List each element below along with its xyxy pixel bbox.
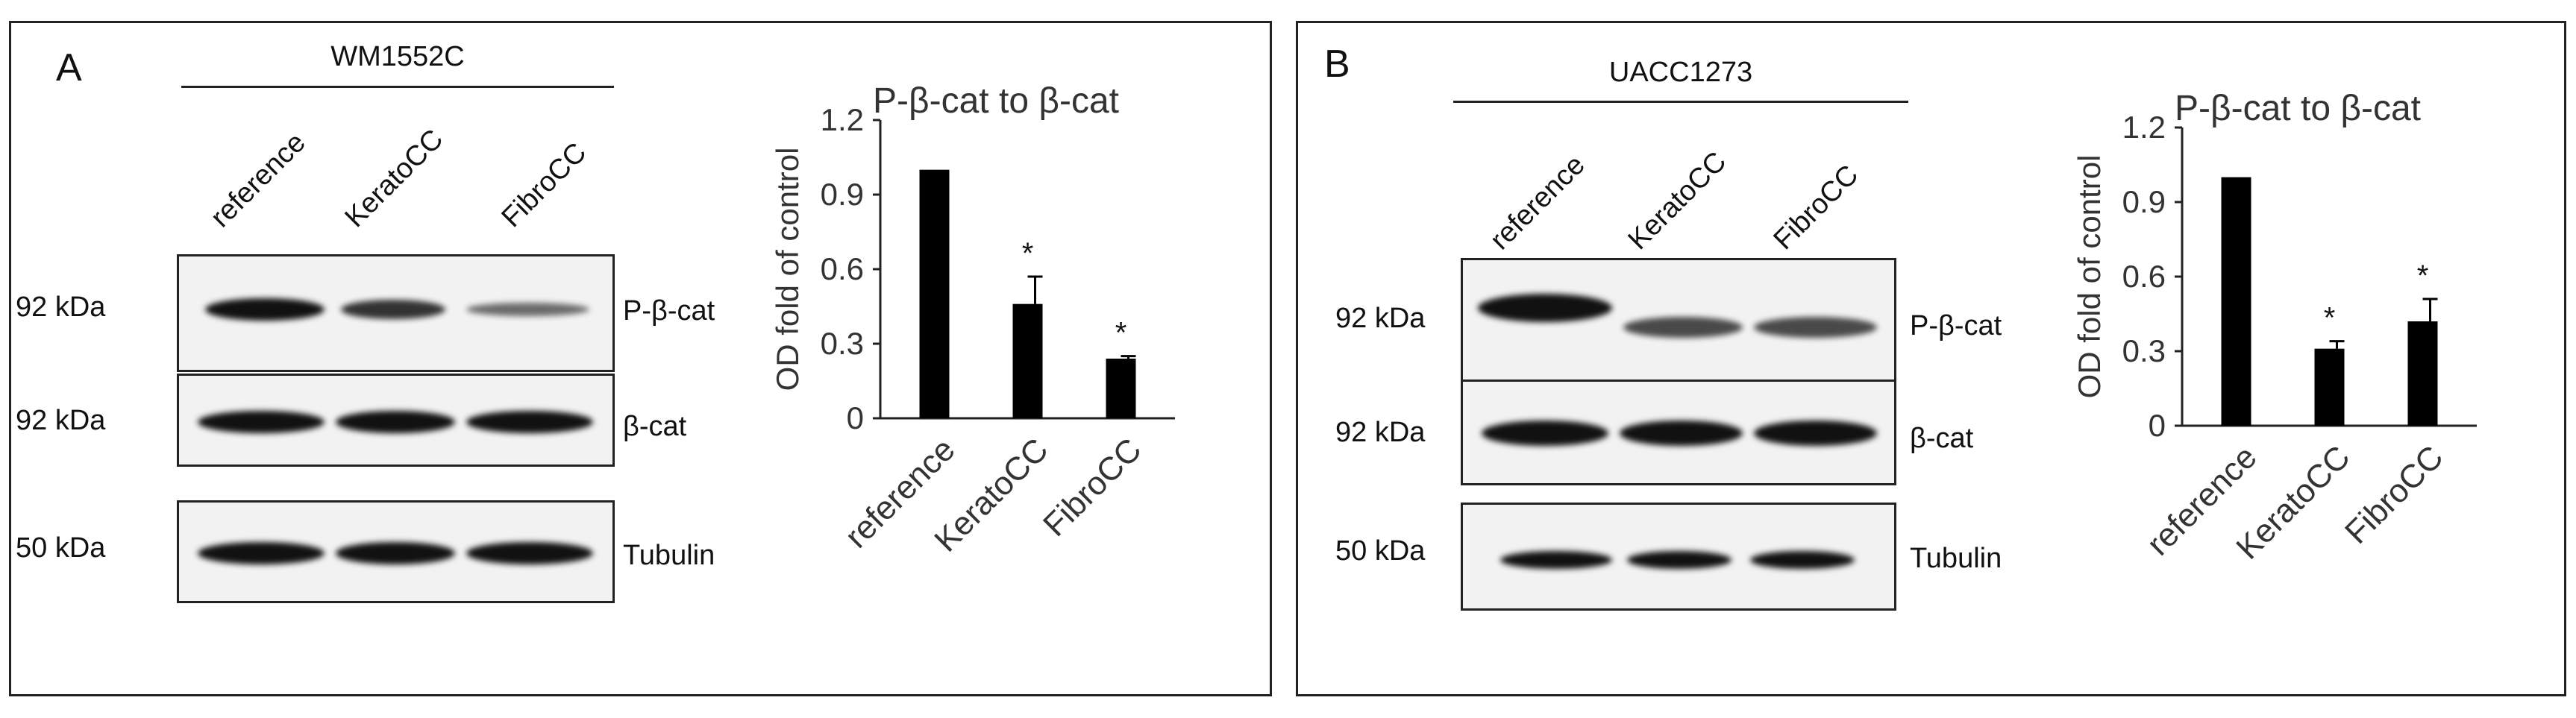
significance-marker: * (2417, 259, 2429, 292)
blot-band (341, 300, 445, 319)
cell-line-label-b: UACC1273 (1608, 57, 1753, 88)
blot-band (1478, 294, 1612, 322)
y-tick-label: 1.2 (821, 102, 864, 137)
y-axis-label: OD fold of control (2072, 155, 2107, 399)
panel-a: A WM1552C reference KeratoCC FibroCC 92 … (9, 21, 1272, 696)
x-tick-label: FibroCC (1036, 431, 1148, 543)
blot-band (198, 542, 325, 564)
y-axis-label: OD fold of control (770, 148, 805, 391)
significance-marker: * (2324, 302, 2336, 335)
blot-label-tubulin-a: Tubulin (623, 540, 715, 571)
bar (1106, 359, 1136, 418)
kda-label: 92 kDa (16, 405, 106, 436)
blot-band (466, 411, 593, 433)
blot-band (1482, 421, 1608, 446)
lane-label-reference: reference (1484, 149, 1591, 256)
blot-label-p-beta-cat-a: P-β-cat (623, 295, 715, 327)
y-tick-label: 0.3 (821, 326, 864, 361)
blot-band (1750, 551, 1855, 569)
bar-chart-b: P-β-cat to β-cat OD fold of control 0 0.3 0.… (2072, 89, 2477, 567)
bar (919, 169, 950, 418)
y-tick-label: 1.2 (2122, 110, 2166, 145)
bar (2407, 321, 2438, 426)
y-tick-label: 0.6 (2122, 259, 2166, 294)
y-tick-label: 0.9 (2122, 184, 2166, 219)
blot-p-beta-cat-b (1461, 258, 1896, 383)
kda-label: 92 kDa (1335, 417, 1426, 448)
blot-label-p-beta-cat-b: P-β-cat (1910, 310, 2002, 341)
bar (2221, 177, 2251, 426)
lane-label-fibrocc: FibroCC (1767, 159, 1865, 256)
panel-letter-b: B (1324, 42, 1350, 86)
significance-marker: * (1022, 237, 1034, 270)
blot-label-beta-cat-a: β-cat (623, 411, 687, 442)
y-tick-label: 0.6 (821, 251, 864, 286)
chart-title: P-β-cat to β-cat (2175, 89, 2421, 128)
blot-band (336, 542, 455, 564)
chart-title: P-β-cat to β-cat (873, 81, 1119, 121)
bar (1012, 303, 1043, 418)
cell-line-underline-a (181, 86, 614, 88)
blot-beta-cat-a (177, 374, 615, 467)
blot-p-beta-cat-a (177, 254, 615, 372)
blot-band (1627, 551, 1732, 569)
blot-band (1754, 317, 1877, 338)
blot-band (1623, 317, 1743, 338)
y-tick-label: 0.3 (2122, 333, 2166, 368)
kda-label: 50 kDa (16, 532, 106, 564)
significance-marker: * (1115, 317, 1127, 350)
cell-line-underline-b (1453, 101, 1908, 103)
blot-tubulin-b (1461, 503, 1896, 611)
blot-band (1500, 551, 1612, 569)
panel-letter-a: A (56, 46, 82, 89)
y-tick-label: 0.9 (821, 177, 864, 212)
y-tick-label: 0 (847, 400, 864, 435)
panel-b: B UACC1273 reference KeratoCC FibroCC 92… (1296, 21, 2566, 696)
blot-band (466, 542, 593, 564)
lane-label-reference: reference (204, 127, 312, 234)
bar-chart-a: P-β-cat to β-cat OD fold of control 0 0.3 0.… (770, 81, 1175, 559)
y-tick-label: 0 (2149, 408, 2166, 443)
blot-label-tubulin-b: Tubulin (1910, 543, 2002, 574)
blot-band (1754, 421, 1877, 446)
bar (2314, 348, 2345, 426)
blot-band (466, 303, 589, 316)
blot-label-beta-cat-b: β-cat (1910, 423, 1974, 454)
kda-label: 92 kDa (16, 292, 106, 323)
blot-band (1620, 421, 1743, 446)
blot-tubulin-a (177, 500, 615, 603)
lane-label-fibrocc: FibroCC (495, 136, 593, 234)
lane-label-keratocc: KeratoCC (1622, 145, 1733, 256)
kda-label: 50 kDa (1335, 535, 1426, 567)
blot-beta-cat-b (1461, 380, 1896, 485)
blot-band (198, 411, 325, 433)
cell-line-label-a: WM1552C (330, 41, 465, 72)
blot-band (336, 411, 455, 433)
lane-label-keratocc: KeratoCC (339, 123, 450, 234)
blot-band (205, 298, 325, 321)
x-tick-label: FibroCC (2338, 438, 2450, 550)
kda-label: 92 kDa (1335, 303, 1426, 334)
